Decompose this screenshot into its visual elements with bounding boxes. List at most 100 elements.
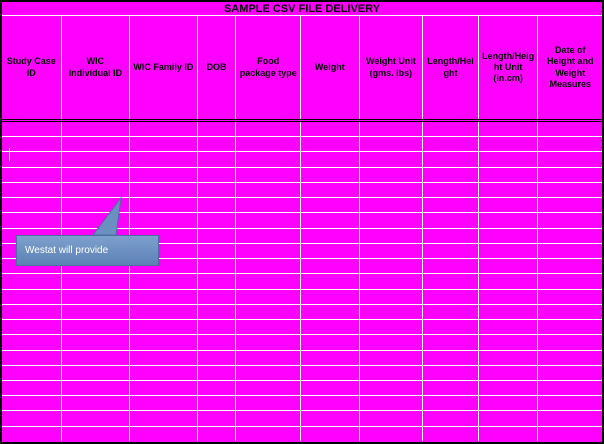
cell[interactable] xyxy=(62,137,131,152)
cell[interactable] xyxy=(198,137,237,152)
cell[interactable] xyxy=(479,396,539,411)
cell[interactable] xyxy=(423,122,479,137)
cell[interactable] xyxy=(236,274,302,289)
cell[interactable] xyxy=(360,380,424,396)
cell[interactable] xyxy=(360,289,424,304)
cell[interactable] xyxy=(130,304,198,320)
cell[interactable] xyxy=(198,122,237,137)
cell[interactable] xyxy=(130,198,198,213)
cell[interactable] xyxy=(130,274,198,289)
cell[interactable] xyxy=(538,381,602,395)
cell[interactable] xyxy=(538,122,602,136)
cell[interactable] xyxy=(301,426,360,441)
column-header[interactable]: Study Case ID xyxy=(2,16,62,119)
cell[interactable] xyxy=(360,228,424,243)
cell[interactable] xyxy=(538,366,602,380)
cell[interactable] xyxy=(538,168,602,182)
cell[interactable] xyxy=(538,351,602,365)
cell[interactable] xyxy=(2,304,62,320)
cell[interactable] xyxy=(236,411,302,426)
cell[interactable] xyxy=(2,182,62,198)
cell[interactable] xyxy=(236,365,302,380)
cell[interactable] xyxy=(130,167,198,182)
cell[interactable] xyxy=(198,243,237,259)
cell[interactable] xyxy=(360,320,424,335)
cell[interactable] xyxy=(2,335,62,350)
cell[interactable] xyxy=(130,335,198,350)
cell[interactable] xyxy=(236,350,302,365)
cell[interactable] xyxy=(130,182,198,198)
cell[interactable] xyxy=(2,122,62,137)
cell[interactable] xyxy=(423,350,479,365)
cell[interactable] xyxy=(538,152,602,166)
cell[interactable] xyxy=(62,335,131,350)
cell[interactable] xyxy=(479,259,539,274)
cell[interactable] xyxy=(301,380,360,396)
cell[interactable] xyxy=(62,274,131,289)
cell[interactable] xyxy=(2,396,62,411)
cell[interactable] xyxy=(360,182,424,198)
cell[interactable] xyxy=(198,213,237,228)
cell[interactable] xyxy=(62,411,131,426)
cell[interactable] xyxy=(479,350,539,365)
cell[interactable] xyxy=(301,320,360,335)
cell[interactable] xyxy=(423,167,479,182)
cell[interactable] xyxy=(236,213,302,228)
cell[interactable] xyxy=(198,396,237,411)
cell[interactable] xyxy=(198,152,237,167)
cell[interactable] xyxy=(538,183,602,197)
cell[interactable] xyxy=(479,289,539,304)
cell[interactable] xyxy=(236,228,302,243)
cell[interactable] xyxy=(2,350,62,365)
cell[interactable] xyxy=(423,213,479,228)
cell[interactable] xyxy=(236,335,302,350)
cell[interactable] xyxy=(236,396,302,411)
cell[interactable] xyxy=(301,167,360,182)
cell[interactable] xyxy=(360,274,424,289)
cell[interactable] xyxy=(236,167,302,182)
cell[interactable] xyxy=(538,198,602,212)
cell[interactable] xyxy=(198,426,237,441)
cell[interactable] xyxy=(479,137,539,152)
cell[interactable] xyxy=(538,137,602,151)
cell[interactable] xyxy=(301,243,360,259)
cell[interactable] xyxy=(538,335,602,349)
cell[interactable] xyxy=(130,426,198,441)
column-header[interactable]: WIC Individual ID xyxy=(62,16,131,119)
cell[interactable] xyxy=(236,380,302,396)
cell[interactable] xyxy=(198,182,237,198)
cell[interactable] xyxy=(360,350,424,365)
cell[interactable] xyxy=(62,198,131,213)
cell[interactable] xyxy=(538,274,602,288)
cell[interactable] xyxy=(479,167,539,182)
cell[interactable] xyxy=(130,411,198,426)
cell[interactable] xyxy=(360,137,424,152)
cell[interactable] xyxy=(2,289,62,304)
cell[interactable] xyxy=(423,289,479,304)
cell[interactable] xyxy=(198,167,237,182)
cell[interactable] xyxy=(198,289,237,304)
cell[interactable] xyxy=(479,182,539,198)
cell[interactable] xyxy=(130,243,198,259)
cell[interactable] xyxy=(62,259,131,274)
cell[interactable] xyxy=(2,411,62,426)
cell[interactable] xyxy=(236,122,302,137)
cell[interactable] xyxy=(538,213,602,227)
cell[interactable] xyxy=(236,137,302,152)
cell[interactable] xyxy=(62,122,131,137)
cell[interactable] xyxy=(360,396,424,411)
cell[interactable] xyxy=(479,411,539,426)
cell[interactable] xyxy=(301,411,360,426)
cell[interactable] xyxy=(130,396,198,411)
cell[interactable] xyxy=(423,365,479,380)
cell[interactable] xyxy=(236,426,302,441)
cell[interactable] xyxy=(2,137,62,152)
cell[interactable] xyxy=(423,259,479,274)
cell[interactable] xyxy=(479,380,539,396)
cell[interactable] xyxy=(130,289,198,304)
cell[interactable] xyxy=(423,396,479,411)
cell[interactable] xyxy=(301,350,360,365)
cell[interactable] xyxy=(301,198,360,213)
cell[interactable] xyxy=(301,289,360,304)
cell[interactable] xyxy=(130,259,198,274)
